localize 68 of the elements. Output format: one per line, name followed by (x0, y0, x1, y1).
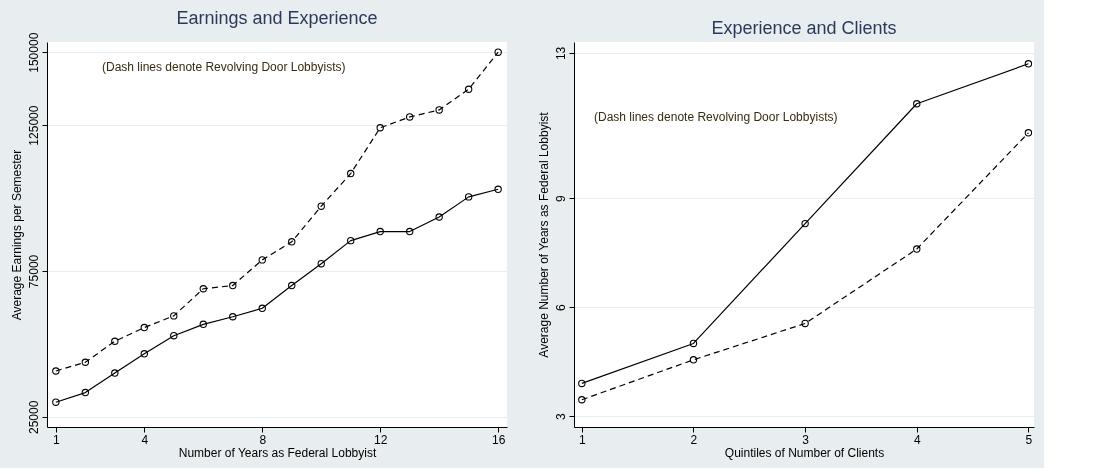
x-tick-label: 12 (374, 432, 388, 447)
point (405, 227, 414, 236)
point (111, 369, 119, 377)
x-axis-title: Quintiles of Number of Clients (724, 445, 885, 460)
point (494, 185, 502, 193)
x-axis-title: Number of Years as Federal Lobbyist (178, 445, 377, 460)
point (1024, 129, 1033, 137)
point (913, 245, 921, 253)
point (405, 113, 414, 121)
x-tick-label: 8 (259, 432, 267, 447)
point (140, 350, 149, 358)
x-tick-label: 1 (578, 432, 586, 447)
point (52, 367, 60, 375)
x-tick-label: 5 (1025, 432, 1033, 447)
point (1024, 60, 1033, 68)
point (689, 339, 698, 348)
point (464, 193, 473, 201)
point (347, 169, 355, 178)
point (376, 124, 384, 132)
point (288, 238, 296, 246)
point (578, 396, 586, 404)
point (229, 281, 237, 290)
x-tick-label: 4 (141, 432, 149, 447)
x-tick-label: 2 (690, 432, 698, 447)
point (435, 106, 443, 114)
point (111, 337, 119, 345)
y-tick-label: 9 (553, 195, 568, 203)
x-tick-label: 3 (802, 432, 810, 447)
point (689, 356, 698, 364)
point (347, 236, 355, 245)
annotation: (Dash lines denote Revolving Door Lobbyists) (102, 60, 346, 74)
x-tick-label: 1 (53, 432, 60, 447)
point (494, 48, 502, 56)
point (258, 256, 266, 264)
point (229, 313, 237, 321)
y-tick-label: 75000 (26, 254, 41, 289)
point (81, 388, 90, 397)
point (81, 358, 90, 366)
point (199, 285, 207, 293)
point (317, 202, 325, 210)
annotation: (Dash lines denote Revolving Door Lobbyists) (594, 110, 838, 124)
y-axis-title: Average Earnings per Semester (9, 149, 24, 321)
point (801, 219, 809, 228)
point (801, 319, 809, 328)
point (578, 379, 586, 388)
y-tick-label: 3 (553, 412, 568, 420)
y-tick-label: 150000 (26, 32, 41, 73)
point (199, 320, 207, 329)
point (913, 100, 921, 108)
y-axis-title: Average Number of Years as Federal Lobbyist (536, 111, 551, 358)
y-tick-label: 25000 (26, 400, 41, 434)
point (288, 281, 296, 290)
point (464, 85, 473, 93)
point (52, 398, 60, 406)
chart-title: Earnings and Experience (176, 8, 378, 29)
point (435, 213, 443, 221)
point (170, 332, 178, 340)
point (140, 323, 149, 332)
x-tick-label: 4 (913, 432, 921, 447)
x-tick-label: 16 (491, 432, 506, 447)
point (170, 312, 178, 320)
y-tick-label: 6 (553, 303, 568, 311)
y-tick-label: 125000 (26, 105, 41, 146)
point (258, 304, 266, 312)
point (376, 227, 384, 236)
y-tick-label: 13 (553, 46, 568, 61)
chart-title: Experience and Clients (711, 18, 897, 38)
point (317, 259, 325, 268)
